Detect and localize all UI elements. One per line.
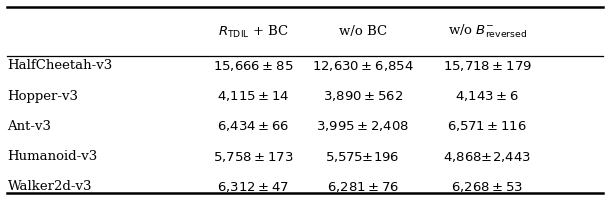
Text: $6{,}571 \pm 116$: $6{,}571 \pm 116$ (447, 119, 527, 133)
Text: $6{,}434 \pm 66$: $6{,}434 \pm 66$ (217, 119, 290, 133)
Text: $6{,}268 \pm 53$: $6{,}268 \pm 53$ (451, 180, 523, 194)
Text: HalfCheetah-v3: HalfCheetah-v3 (7, 59, 113, 72)
Text: $4{,}115 \pm 14$: $4{,}115 \pm 14$ (217, 89, 290, 103)
Text: $5{,}758 \pm 173$: $5{,}758 \pm 173$ (213, 150, 293, 164)
Text: $5{,}575{\pm}196$: $5{,}575{\pm}196$ (326, 150, 400, 164)
Text: Hopper-v3: Hopper-v3 (7, 89, 79, 103)
Text: $3{,}890 \pm 562$: $3{,}890 \pm 562$ (323, 89, 403, 103)
Text: $12{,}630 \pm 6{,}854$: $12{,}630 \pm 6{,}854$ (312, 59, 414, 73)
Text: w/o $B^{-}_{\mathrm{reversed}}$: w/o $B^{-}_{\mathrm{reversed}}$ (448, 23, 527, 40)
Text: $6{,}281 \pm 76$: $6{,}281 \pm 76$ (326, 180, 399, 194)
Text: $15{,}718 \pm 179$: $15{,}718 \pm 179$ (443, 59, 532, 73)
Text: $3{,}995 \pm 2{,}408$: $3{,}995 \pm 2{,}408$ (316, 119, 409, 133)
Text: $4{,}143 \pm 6$: $4{,}143 \pm 6$ (455, 89, 519, 103)
Text: Humanoid-v3: Humanoid-v3 (7, 150, 98, 163)
Text: $15{,}666 \pm 85$: $15{,}666 \pm 85$ (213, 59, 293, 73)
Text: $R_{\mathrm{TDIL}}$ + BC: $R_{\mathrm{TDIL}}$ + BC (218, 24, 289, 40)
Text: $6{,}312 \pm 47$: $6{,}312 \pm 47$ (217, 180, 289, 194)
Text: Walker2d-v3: Walker2d-v3 (7, 180, 92, 193)
Text: Ant-v3: Ant-v3 (7, 120, 51, 133)
Text: w/o BC: w/o BC (339, 25, 387, 38)
Text: $4{,}868{\pm}2{,}443$: $4{,}868{\pm}2{,}443$ (443, 150, 531, 164)
